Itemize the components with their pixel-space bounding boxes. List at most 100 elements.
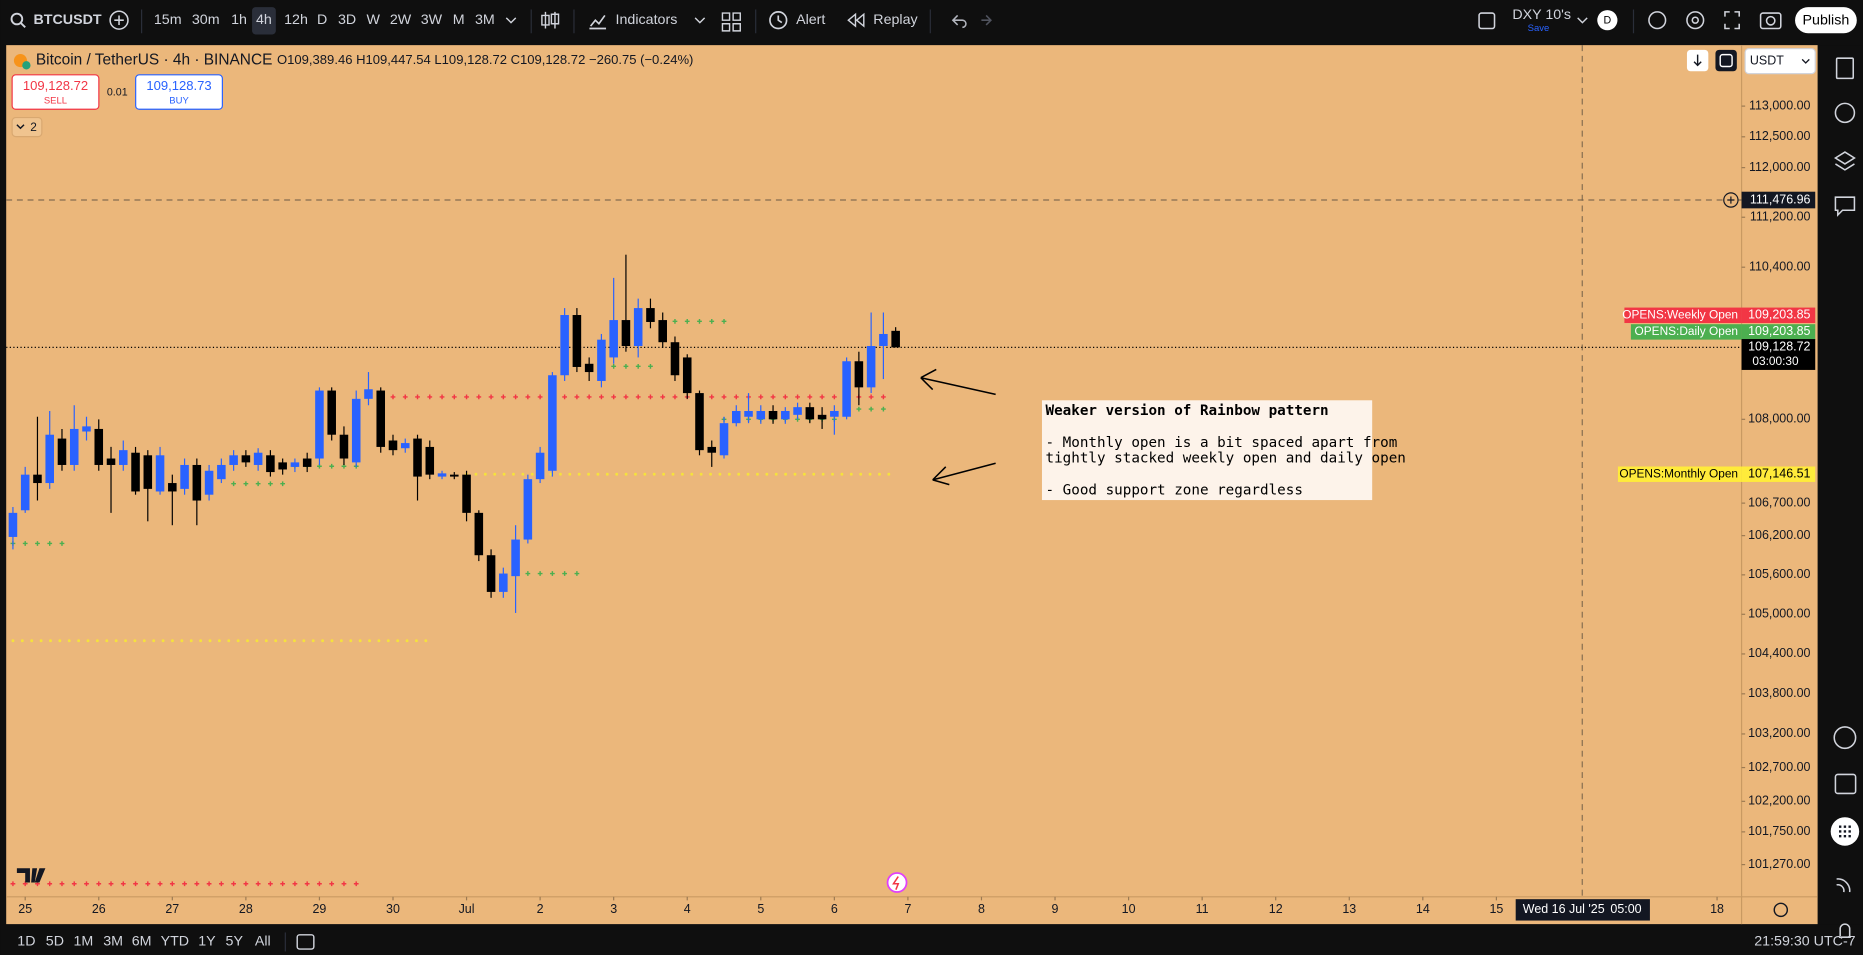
candle-body [670,342,680,376]
fullscreen-icon[interactable] [1724,11,1740,30]
sell-button[interactable] [11,74,100,110]
price-label-name: OPENS:Weekly Open [1622,307,1738,321]
interval[interactable]: 3D [338,12,356,28]
x-tick-label: 3 [610,902,617,916]
layers-icon[interactable] [1833,151,1856,171]
range-button[interactable]: 3M [103,934,123,950]
price-label-name-bg [1630,324,1742,340]
interval[interactable]: 3M [475,12,495,28]
y-tick-label: 106,200.00 [1748,528,1810,542]
interval[interactable]: 4h [256,12,272,28]
note-line: Weaker version of Rainbow pattern [1046,403,1329,419]
x-tick-label: 13 [1342,902,1356,916]
redo-button[interactable] [981,14,992,26]
note-box[interactable] [1041,400,1373,501]
interval-caret[interactable] [505,17,517,24]
crosshair-x-time: 05:00 [1610,902,1641,916]
range-button[interactable]: 5Y [226,934,244,950]
notifications-icon[interactable] [1838,923,1851,938]
candle-body [817,414,827,420]
candle-body [20,474,30,511]
interval[interactable]: D [317,12,327,28]
range-button[interactable]: 1Y [198,934,216,950]
chart-type-icon[interactable] [541,11,560,29]
goto-date-icon[interactable] [296,934,315,950]
indicators-count: 2 [30,120,37,134]
axis-settings[interactable] [1773,902,1789,918]
dropdown-caret[interactable] [694,17,706,24]
publish-button[interactable] [1795,7,1857,34]
auto-scale-button[interactable] [1715,49,1737,72]
buy-button[interactable] [135,74,223,110]
x-tick-label: 14 [1416,902,1430,916]
currency-selector[interactable] [1744,48,1816,75]
alert-button[interactable]: Alert [796,12,825,28]
search-icon[interactable] [10,12,24,26]
candle-body [82,426,91,432]
range-button[interactable]: All [255,934,271,950]
symbol-title: Bitcoin / TetherUS · 4h · BINANCE [36,52,273,69]
layout-icon[interactable] [1478,12,1496,30]
alert-icon-hands [777,15,783,24]
templates-icon[interactable] [721,12,741,32]
range-button[interactable]: 1D [17,934,35,950]
candle-body [731,410,741,424]
chat-icon[interactable] [1834,196,1856,217]
publish-label: Publish [1803,13,1850,29]
layout-caret[interactable] [1577,17,1588,24]
undo-button[interactable] [951,14,967,29]
interval[interactable]: M [453,12,465,28]
candle-body [290,462,300,467]
last-price-label: 109,128.72 [1748,340,1810,354]
events-icon[interactable] [886,872,908,893]
interval[interactable]: 1h [231,12,247,28]
snapshot-icon[interactable] [1759,12,1782,30]
candle-body [719,423,729,456]
interval[interactable]: 15m [154,12,182,28]
candle-body [511,539,520,577]
candle-body [450,474,459,477]
candle-body [168,483,177,492]
indicators-button[interactable]: Indicators [616,12,678,28]
range-button[interactable]: YTD [161,934,190,950]
avatar[interactable] [1597,10,1618,31]
crosshair-x-date: Wed 16 Jul '25 [1523,902,1605,916]
replay-icon[interactable] [847,12,865,28]
range-button[interactable]: 1M [74,934,94,950]
calendar-icon[interactable] [1834,773,1857,795]
arrow[interactable] [932,462,996,486]
alerts-icon[interactable] [1834,102,1856,124]
interval[interactable]: 3W [421,12,443,28]
replay-button[interactable]: Replay [873,12,918,28]
y-tick-label: 101,750.00 [1748,824,1810,838]
layout-name[interactable]: DXY 10's [1512,7,1571,23]
range-button[interactable]: 6M [132,934,152,950]
alert-icon[interactable] [769,11,788,30]
interval[interactable]: 12h [284,12,308,28]
add-alert-button[interactable] [1723,192,1739,208]
compare-button[interactable] [109,10,129,30]
interval[interactable]: 30m [192,12,220,28]
y-tick-label: 101,270.00 [1748,857,1810,871]
candle-body [327,390,336,435]
x-tick-label: 8 [978,902,985,916]
candle-body [376,390,386,447]
range-button[interactable]: 5D [46,934,64,950]
indicators-toggle[interactable] [11,116,43,138]
watchlist-icon[interactable] [1835,57,1855,80]
y-tick-label: 108,000.00 [1748,412,1810,426]
interval[interactable]: 2W [390,12,412,28]
interval[interactable]: W [367,12,381,28]
candle-body [609,320,618,358]
quick-search-icon[interactable] [1648,11,1667,30]
candle-body [119,450,128,465]
target-icon[interactable] [1833,726,1857,750]
arrow[interactable] [920,368,996,396]
symbol[interactable]: BTCUSDT [34,12,102,28]
save-label[interactable]: Save [1528,23,1550,34]
y-tick-label: 111,200.00 [1750,210,1811,224]
stream-icon[interactable] [1836,878,1851,893]
settings-icon[interactable] [1686,11,1705,30]
indicators-icon[interactable] [589,14,607,30]
candle-body [854,361,864,388]
